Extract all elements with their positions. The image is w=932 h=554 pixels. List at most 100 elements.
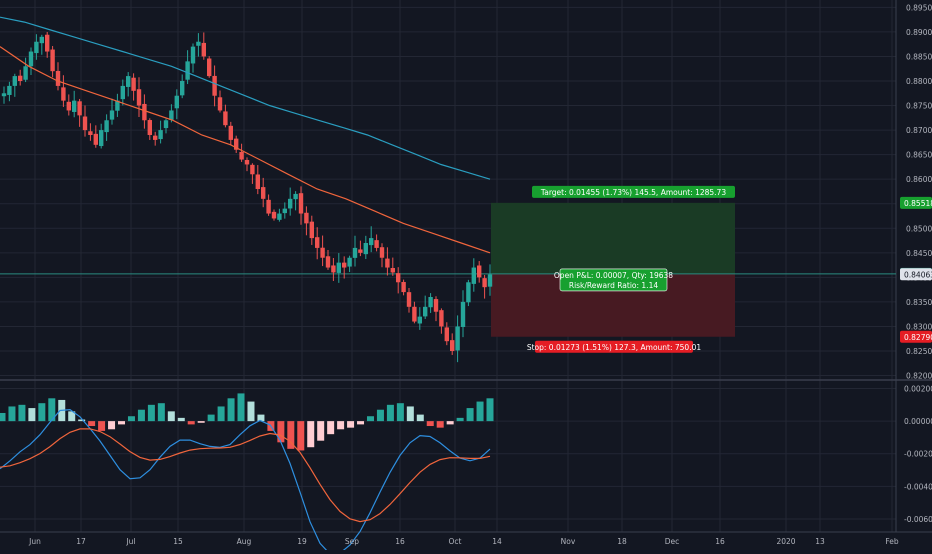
candle-body	[412, 306, 417, 322]
price-badge-label: 0.85518	[904, 199, 932, 208]
candle-body	[93, 133, 98, 145]
macd-bar	[476, 401, 484, 422]
macd-bar	[207, 414, 215, 422]
macd-bar	[446, 421, 454, 425]
candle-body	[320, 247, 325, 258]
candle-body	[401, 281, 406, 293]
candle-body	[72, 100, 77, 112]
indicator-tick-label: 0.00200	[904, 385, 932, 394]
price-badge-target	[900, 196, 932, 209]
target-label-box	[532, 185, 735, 198]
candle-body	[455, 326, 460, 351]
candle-body	[136, 89, 142, 106]
ma-fast-line	[0, 46, 491, 254]
macd-bar	[237, 393, 245, 422]
price-badge-last	[900, 268, 932, 281]
candle-body	[460, 301, 466, 327]
macd-bar	[38, 403, 46, 422]
candle-body	[390, 268, 395, 273]
candle-body	[325, 256, 331, 268]
candle-body	[336, 262, 341, 273]
candle-body	[201, 42, 206, 57]
candle-body	[196, 41, 201, 46]
candle-body	[39, 36, 44, 44]
ma-slow-line	[0, 16, 491, 180]
stop-label: Stop: 0.01273 (1.51%) 127.3, Amount: 750…	[527, 343, 702, 352]
candle-body	[234, 138, 239, 150]
candle-body	[61, 87, 66, 101]
macd-bar	[8, 406, 16, 422]
candle-body	[385, 258, 390, 268]
macd-bar	[307, 421, 315, 448]
candle-body	[482, 278, 487, 288]
macd-bar	[147, 404, 155, 422]
candle-body	[396, 273, 401, 283]
stop-label-box	[535, 340, 693, 353]
macd-bar	[78, 419, 86, 422]
candle-body	[212, 75, 217, 96]
time-tick-label: Feb	[885, 537, 899, 546]
time-tick-label: 19	[297, 537, 307, 546]
candle-body	[298, 193, 304, 214]
time-tick-label: Sep	[345, 537, 359, 546]
macd-bar	[337, 421, 345, 430]
signal-line	[0, 428, 491, 523]
macd-bar	[396, 403, 404, 422]
candle-body	[271, 211, 277, 219]
candle-body	[120, 85, 125, 100]
macd-bar	[167, 411, 175, 422]
candle-body	[45, 34, 50, 52]
indicator-tick-label: 0.00000	[904, 417, 932, 426]
candle-body	[444, 327, 449, 342]
price-badge-label: 0.82790	[904, 333, 932, 342]
candle-body	[77, 101, 82, 116]
macd-bar	[137, 409, 145, 422]
macd-bar	[48, 398, 56, 422]
macd-bar	[297, 421, 305, 451]
macd-bar	[227, 398, 235, 422]
candle-body	[28, 51, 34, 67]
macd-bar	[406, 406, 414, 422]
macd-bar	[327, 421, 335, 435]
macd-bar	[28, 408, 36, 422]
candle-body	[358, 249, 363, 253]
candle-body	[363, 243, 368, 255]
macd-bar	[486, 398, 494, 422]
macd-bar	[127, 416, 135, 422]
candle-body	[158, 130, 163, 140]
macd-bar	[426, 421, 434, 427]
indicator-tick-label: -0.00400	[904, 482, 932, 491]
macd-bar	[247, 401, 255, 422]
macd-bar	[257, 414, 265, 422]
time-tick-label: 2020	[776, 537, 795, 546]
candle-body	[466, 282, 471, 303]
candle-body	[244, 159, 250, 165]
macd-line	[0, 408, 491, 554]
macd-bar	[317, 421, 325, 441]
time-tick-label: Oct	[449, 537, 462, 546]
candle-body	[277, 213, 282, 220]
candle-body	[142, 103, 147, 121]
candle-body	[439, 310, 444, 327]
time-tick-label: 18	[617, 537, 627, 546]
candle-body	[190, 46, 196, 64]
macd-bar	[347, 421, 355, 428]
candle-body	[239, 151, 244, 160]
candle-body	[309, 221, 314, 239]
candle-body	[293, 193, 298, 200]
macd-bar	[0, 412, 6, 422]
